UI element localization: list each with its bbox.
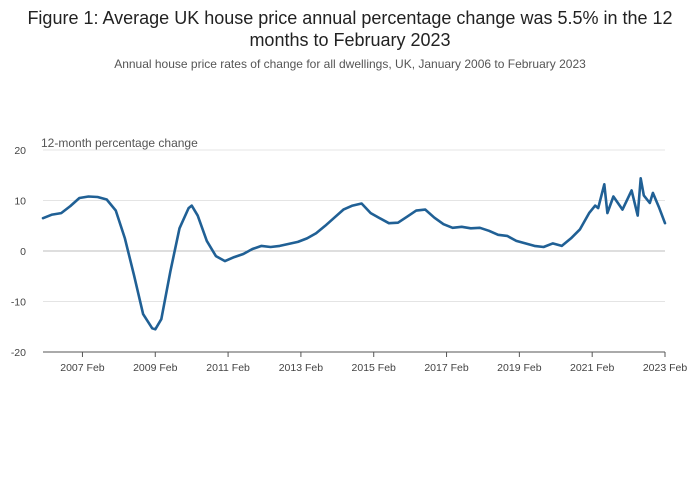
y-tick-label: 20 [14, 145, 26, 157]
y-tick-label: -20 [11, 347, 26, 359]
x-tick-label: 2019 Feb [497, 362, 542, 374]
x-tick-label: 2023 Feb [643, 362, 688, 374]
y-tick-label: 10 [14, 196, 26, 208]
x-tick-label: 2013 Feb [279, 362, 324, 374]
x-tick-label: 2015 Feb [352, 362, 397, 374]
x-axis-ticks: 2007 Feb 2009 Feb 2011 Feb 2013 Feb 2015 Feb… [60, 352, 687, 374]
gridlines [43, 149, 665, 353]
y-tick-label: -10 [11, 297, 26, 309]
x-tick-label: 2007 Feb [60, 362, 105, 374]
chart-title: Figure 1: Average UK house price annual … [27, 8, 673, 50]
chart-subtitle: Annual house price rates of change for a… [114, 57, 586, 71]
x-tick-label: 2009 Feb [133, 362, 178, 374]
y-tick-label: 0 [20, 246, 26, 258]
x-tick-label: 2011 Feb [206, 362, 250, 374]
y-axis-label: 12-month percentage change [41, 136, 198, 150]
y-axis-ticks: 20 10 0 -10 -20 [11, 145, 26, 359]
series-line [41, 177, 667, 331]
x-tick-label: 2021 Feb [570, 362, 615, 374]
x-tick-label: 2017 Feb [424, 362, 469, 374]
